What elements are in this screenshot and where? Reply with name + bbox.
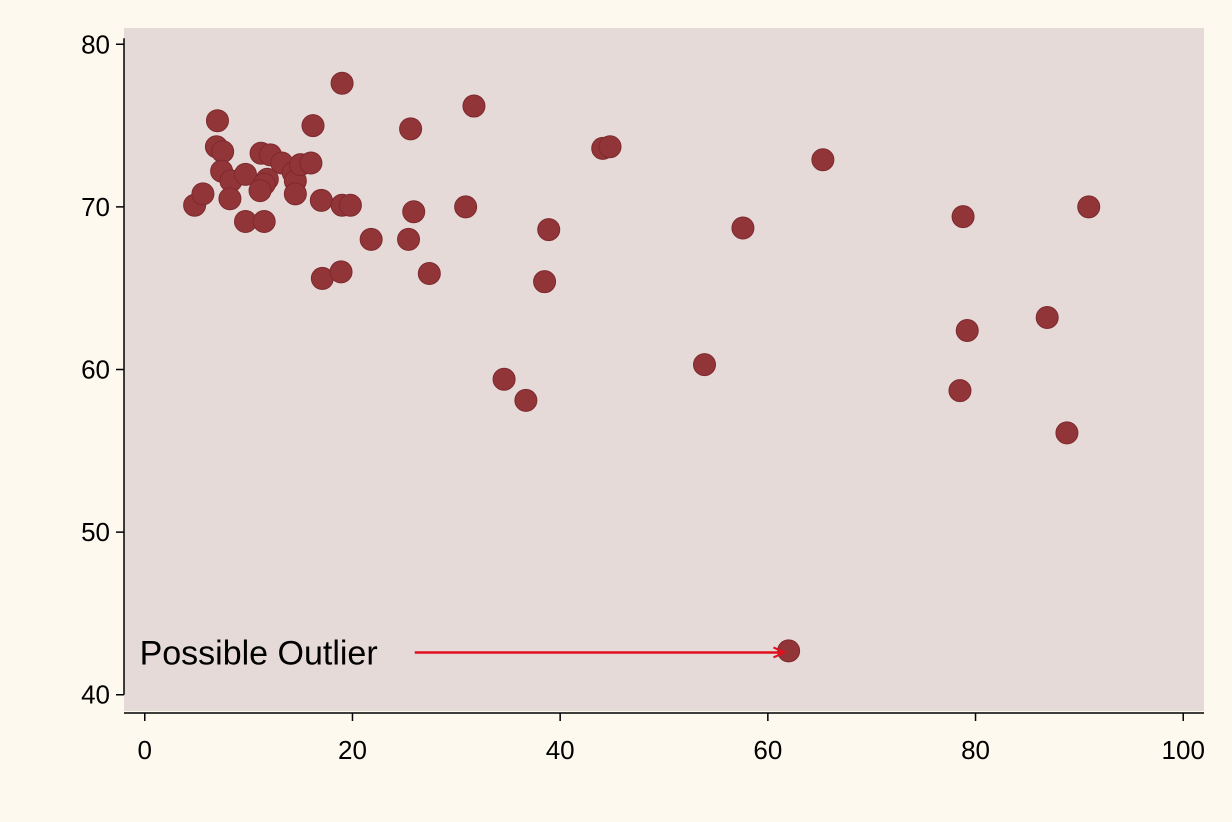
data-point [299,151,323,175]
data-point [462,94,486,118]
data-point [955,318,979,342]
outlier-annotation: Possible Outlier [140,634,785,672]
data-point [283,182,307,206]
data-point [211,140,235,164]
data-point [948,379,972,403]
data-point [218,187,242,211]
x-axis: 0 20 40 60 80 100 [124,712,1205,765]
x-tick-label: 40 [546,735,575,765]
data-point [693,353,716,377]
data-point [514,388,538,412]
y-tick-label: 50 [81,517,110,547]
data-point [598,135,622,159]
x-tick-label: 20 [338,735,367,765]
data-point [1077,195,1101,219]
data-point [951,205,975,229]
data-point [397,227,421,251]
x-tick-label: 80 [961,735,990,765]
data-point [402,200,426,224]
y-tick-label: 40 [81,680,110,710]
data-point [811,148,835,172]
y-tick-label: 70 [81,192,110,222]
data-point [252,210,276,234]
data-point [338,193,362,217]
data-points [183,71,1101,663]
data-point [359,227,383,251]
plot-area [124,28,1204,711]
x-tick-label: 100 [1162,735,1205,765]
data-point [731,216,755,240]
x-tick-label: 60 [753,735,782,765]
data-point [399,117,423,141]
x-tick-label: 0 [138,735,152,765]
data-point [1055,421,1079,445]
data-point [329,260,353,284]
data-point [533,270,557,294]
y-axis: 40 50 60 70 80 [81,29,125,710]
data-point [205,109,229,133]
data-point [330,71,354,95]
data-point [301,114,325,138]
data-point [417,262,441,286]
data-point [309,188,333,212]
annotation-label: Possible Outlier [140,634,378,672]
data-point [234,162,257,186]
data-point [537,218,561,242]
data-point [191,182,215,206]
data-point [777,639,801,663]
data-point [248,179,272,203]
y-tick-label: 60 [81,355,110,385]
data-point [1035,305,1059,329]
y-tick-label: 80 [81,29,110,59]
data-point [454,195,478,219]
data-point [492,367,516,391]
